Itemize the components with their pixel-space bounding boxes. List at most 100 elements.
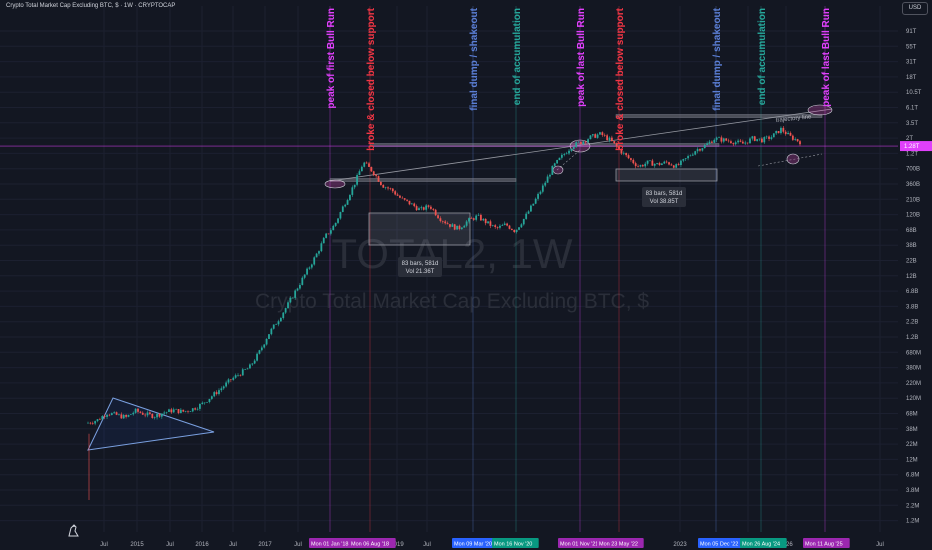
time-highlight-badge xyxy=(740,538,787,548)
candle-body xyxy=(546,176,549,183)
candle-body xyxy=(339,212,342,219)
candle-body xyxy=(239,375,242,376)
candle-body xyxy=(575,142,578,147)
candle-body xyxy=(627,155,630,159)
candle-body xyxy=(530,205,532,212)
time-highlight-label: Mon 05 Dec '22 xyxy=(700,542,738,548)
candle-body xyxy=(599,132,601,135)
time-highlight-label: Mon 06 Aug '18 xyxy=(351,542,389,548)
candle-body xyxy=(615,143,618,147)
candle-body xyxy=(301,277,304,285)
time-highlight-label: Mon 01 Nov '21 xyxy=(560,542,598,548)
price-tick-label: 220M xyxy=(906,381,921,387)
tradingview-logo-icon[interactable] xyxy=(66,522,80,538)
price-tick-label: 6.8M xyxy=(906,473,919,479)
time-highlight-label: Mon 23 May '22 xyxy=(599,542,638,548)
price-tick-label: 10.5T xyxy=(906,90,922,96)
candle-body xyxy=(337,218,339,223)
range-box-bars: 83 bars, 581d xyxy=(646,191,683,197)
candle-body xyxy=(746,142,749,144)
candle-body xyxy=(725,138,728,141)
candle-body xyxy=(589,135,592,140)
time-tick-label: Jul xyxy=(423,542,431,548)
candle-body xyxy=(670,164,673,166)
price-tick-label: 2.2B xyxy=(906,320,918,326)
candle-body xyxy=(310,264,313,268)
candle-body xyxy=(156,413,158,418)
candle-body xyxy=(296,288,299,291)
candle-body xyxy=(580,141,582,144)
candle-body xyxy=(430,206,432,209)
currency-button[interactable]: USD xyxy=(902,2,928,15)
time-tick-label: Jul xyxy=(229,542,237,548)
price-tick-label: 210B xyxy=(906,197,920,203)
candle-body xyxy=(213,392,216,397)
candle-body xyxy=(472,218,475,220)
price-axis[interactable]: 91T 55T 31T 18T 10.5T 6.1T 3.5T 2T 1.2T 700B 360B 2… xyxy=(898,0,932,550)
watermark-symbol: TOTAL2, 1W xyxy=(331,230,573,277)
candle-body xyxy=(408,200,411,205)
candle-body xyxy=(458,225,461,229)
candle-body xyxy=(487,221,489,224)
watermark-description: Crypto Total Market Cap Excluding BTC, $ xyxy=(255,290,649,313)
time-axis[interactable]: Jul2015Jul2016Jul2017Jul2019Jul2023Jul20… xyxy=(0,536,932,550)
candle-body xyxy=(560,154,563,158)
candle-body xyxy=(501,225,504,226)
candle-body xyxy=(120,414,123,419)
candle-body xyxy=(127,414,130,417)
candle-body xyxy=(791,135,794,140)
candle-body xyxy=(758,138,761,140)
candle-body xyxy=(432,208,435,210)
candle-body xyxy=(349,194,351,201)
candle-body xyxy=(334,222,337,226)
vertical-annotation-lines xyxy=(329,6,826,532)
candle-body xyxy=(506,223,509,226)
candle-body xyxy=(682,159,685,161)
price-tick-label: 360B xyxy=(906,182,920,188)
candle-body xyxy=(787,132,789,135)
candle-body xyxy=(151,413,154,418)
candle-body xyxy=(482,218,485,221)
candle-body xyxy=(584,141,587,143)
candle-body xyxy=(644,163,647,167)
candle-body xyxy=(553,163,556,166)
candle-body xyxy=(356,175,358,185)
candle-body xyxy=(446,223,449,225)
candle-body xyxy=(160,413,163,417)
candle-body xyxy=(665,161,668,163)
candle-body xyxy=(687,156,689,159)
candle-body xyxy=(260,347,263,351)
candle-body xyxy=(208,398,211,402)
price-tick-label: 120M xyxy=(906,396,921,402)
candle-body xyxy=(401,197,404,199)
range-box-tooltip xyxy=(398,257,442,277)
time-highlight-badge xyxy=(698,538,745,548)
candle-body xyxy=(234,375,237,378)
candle-body xyxy=(170,409,173,413)
candle-body xyxy=(470,218,473,219)
candle-body xyxy=(696,149,699,152)
price-tick-label: 1.2B xyxy=(906,335,918,341)
candle-body xyxy=(522,218,525,225)
candle-body xyxy=(720,137,723,142)
support-band xyxy=(615,114,823,118)
price-tick-label: 2.2M xyxy=(906,503,919,509)
candle-body xyxy=(341,206,344,213)
candle-body xyxy=(491,225,494,226)
candle-body xyxy=(229,379,232,381)
candle-body xyxy=(329,230,332,234)
candle-body xyxy=(227,379,230,383)
candle-body xyxy=(484,218,487,224)
price-tick-label: 6.1T xyxy=(906,106,918,112)
candle-body xyxy=(549,174,551,177)
candle-body xyxy=(646,160,649,164)
candle-body xyxy=(177,408,180,414)
candle-body xyxy=(320,243,323,252)
price-tick-label: 38M xyxy=(906,427,918,433)
candle-body xyxy=(622,152,625,154)
candle-body xyxy=(413,203,416,207)
candle-body xyxy=(215,392,218,395)
candle-body xyxy=(222,386,225,389)
price-tick-label: 22B xyxy=(906,259,917,265)
